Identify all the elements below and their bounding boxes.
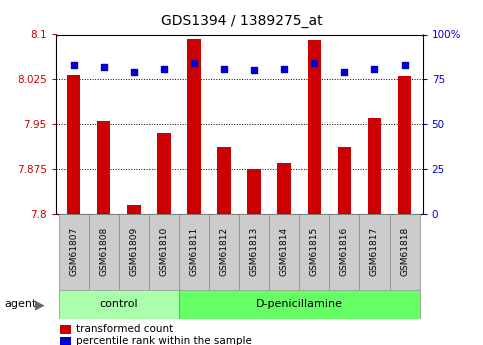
Bar bbox=[149, 214, 179, 290]
Point bbox=[250, 68, 258, 73]
Bar bbox=[157, 133, 170, 214]
Bar bbox=[58, 290, 179, 319]
Text: GSM61810: GSM61810 bbox=[159, 227, 169, 276]
Bar bbox=[97, 121, 111, 214]
Text: GSM61813: GSM61813 bbox=[250, 227, 258, 276]
Bar bbox=[299, 214, 329, 290]
Point bbox=[100, 64, 108, 70]
Point bbox=[341, 69, 348, 75]
Bar bbox=[247, 169, 261, 214]
Point bbox=[401, 62, 409, 68]
Bar bbox=[67, 75, 80, 214]
Bar bbox=[329, 214, 359, 290]
Point bbox=[311, 60, 318, 66]
Bar bbox=[368, 118, 381, 214]
Bar bbox=[269, 214, 299, 290]
Text: GDS1394 / 1389275_at: GDS1394 / 1389275_at bbox=[161, 14, 322, 28]
Text: GSM61817: GSM61817 bbox=[370, 227, 379, 276]
Text: GSM61812: GSM61812 bbox=[220, 227, 228, 276]
Bar bbox=[389, 214, 420, 290]
Text: ▶: ▶ bbox=[35, 298, 44, 311]
Text: percentile rank within the sample: percentile rank within the sample bbox=[76, 336, 252, 345]
Text: GSM61809: GSM61809 bbox=[129, 227, 138, 276]
Bar bbox=[338, 147, 351, 214]
Text: GSM61807: GSM61807 bbox=[69, 227, 78, 276]
Bar bbox=[127, 205, 141, 214]
Text: GSM61815: GSM61815 bbox=[310, 227, 319, 276]
Text: GSM61816: GSM61816 bbox=[340, 227, 349, 276]
Bar bbox=[209, 214, 239, 290]
Bar bbox=[89, 214, 119, 290]
Point bbox=[160, 66, 168, 71]
Text: GSM61818: GSM61818 bbox=[400, 227, 409, 276]
Point bbox=[190, 60, 198, 66]
Text: transformed count: transformed count bbox=[76, 325, 173, 334]
Bar bbox=[179, 214, 209, 290]
Text: agent: agent bbox=[5, 299, 37, 309]
Bar bbox=[187, 39, 201, 214]
Bar bbox=[308, 40, 321, 214]
Text: GSM61811: GSM61811 bbox=[189, 227, 199, 276]
Point bbox=[130, 69, 138, 75]
Bar bbox=[217, 147, 231, 214]
Point bbox=[70, 62, 77, 68]
Bar bbox=[58, 214, 89, 290]
Point bbox=[280, 66, 288, 71]
Text: GSM61808: GSM61808 bbox=[99, 227, 108, 276]
Bar bbox=[119, 214, 149, 290]
Point bbox=[220, 66, 228, 71]
Bar bbox=[179, 290, 420, 319]
Text: GSM61814: GSM61814 bbox=[280, 227, 289, 276]
Bar bbox=[359, 214, 389, 290]
Bar bbox=[239, 214, 269, 290]
Bar bbox=[398, 76, 412, 214]
Bar bbox=[277, 163, 291, 214]
Text: D-penicillamine: D-penicillamine bbox=[256, 299, 343, 309]
Point bbox=[370, 66, 378, 71]
Text: control: control bbox=[99, 299, 138, 309]
